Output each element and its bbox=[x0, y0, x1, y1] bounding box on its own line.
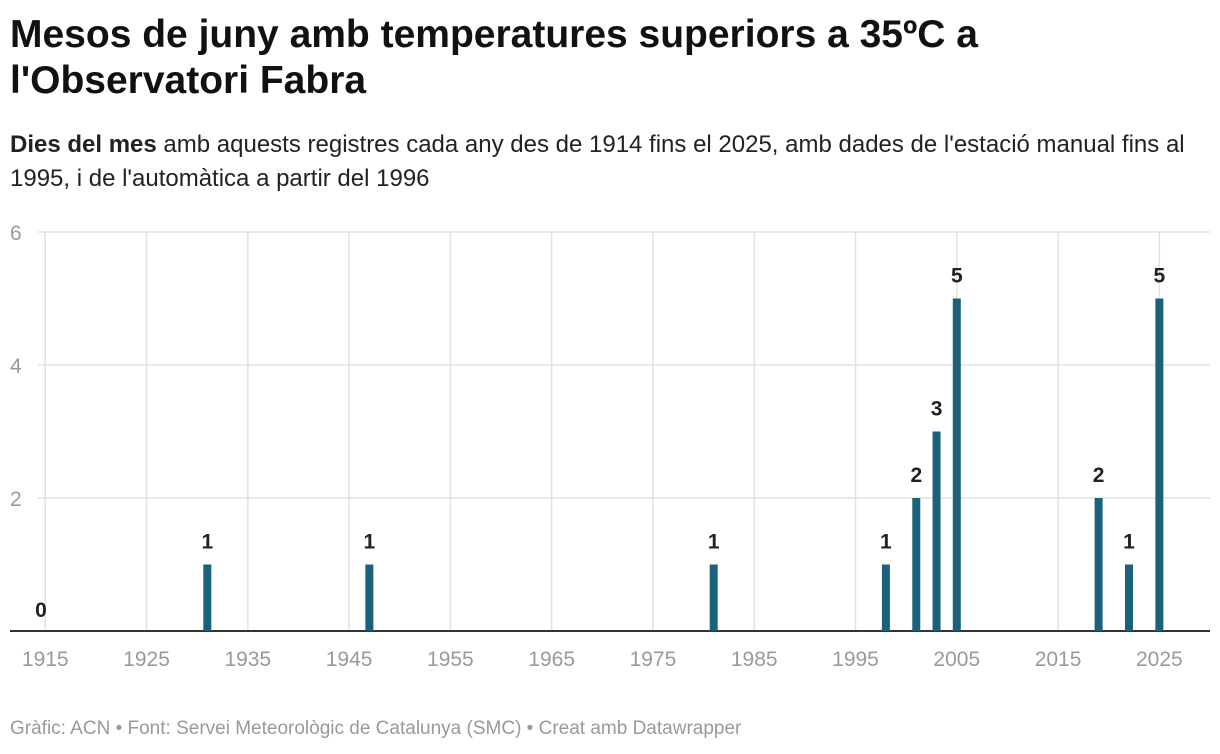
x-tick-label: 2005 bbox=[933, 648, 980, 671]
x-tick-label: 1985 bbox=[731, 648, 778, 671]
bar bbox=[203, 564, 212, 631]
subtitle-text: amb aquests registres cada any des de 19… bbox=[10, 131, 1185, 192]
chart-footer: Gràfic: ACN • Font: Servei Meteorològic … bbox=[10, 718, 742, 739]
x-tick-label: 1975 bbox=[630, 648, 677, 671]
bar-value-label: 1 bbox=[1123, 531, 1135, 554]
bar bbox=[365, 564, 374, 631]
x-tick-label: 1965 bbox=[528, 648, 575, 671]
bar-value-label: 1 bbox=[201, 531, 213, 554]
x-tick-label: 2015 bbox=[1035, 648, 1082, 671]
bar bbox=[912, 498, 921, 631]
subtitle-emphasis: Dies del mes bbox=[10, 131, 157, 158]
bar-value-label: 2 bbox=[910, 464, 922, 487]
bar-value-label: 1 bbox=[880, 531, 892, 554]
x-tick-label: 1935 bbox=[224, 648, 271, 671]
zero-value-label: 0 bbox=[35, 599, 47, 622]
y-tick-label: 6 bbox=[10, 222, 22, 245]
x-tick-label: 1915 bbox=[22, 648, 69, 671]
bar bbox=[1094, 498, 1103, 631]
bar-value-label: 1 bbox=[364, 531, 376, 554]
bar bbox=[881, 564, 890, 631]
bar-value-label: 3 bbox=[931, 398, 943, 421]
chart-title: Mesos de juny amb temperatures superiors… bbox=[10, 13, 978, 102]
bar-value-label: 5 bbox=[1154, 265, 1166, 288]
bar bbox=[932, 431, 941, 631]
y-tick-label: 2 bbox=[10, 488, 22, 511]
bar bbox=[952, 298, 961, 631]
bar-value-label: 2 bbox=[1093, 464, 1105, 487]
x-tick-label: 1925 bbox=[123, 648, 170, 671]
x-tick-label: 2025 bbox=[1136, 648, 1183, 671]
x-tick-label: 1945 bbox=[326, 648, 373, 671]
bar bbox=[709, 564, 718, 631]
chart-subtitle: Dies del mes amb aquests registres cada … bbox=[10, 128, 1210, 196]
bar bbox=[1155, 298, 1164, 631]
bar-value-label: 1 bbox=[708, 531, 720, 554]
bar bbox=[1124, 564, 1133, 631]
bar-chart: 2 4 6 1915 1925 1935 1945 1955 1965 1975 1985 1995 2… bbox=[10, 222, 1210, 671]
y-tick-label: 4 bbox=[10, 355, 22, 378]
bar-value-label: 5 bbox=[951, 265, 963, 288]
x-tick-label: 1955 bbox=[427, 648, 474, 671]
x-tick-label: 1995 bbox=[832, 648, 879, 671]
